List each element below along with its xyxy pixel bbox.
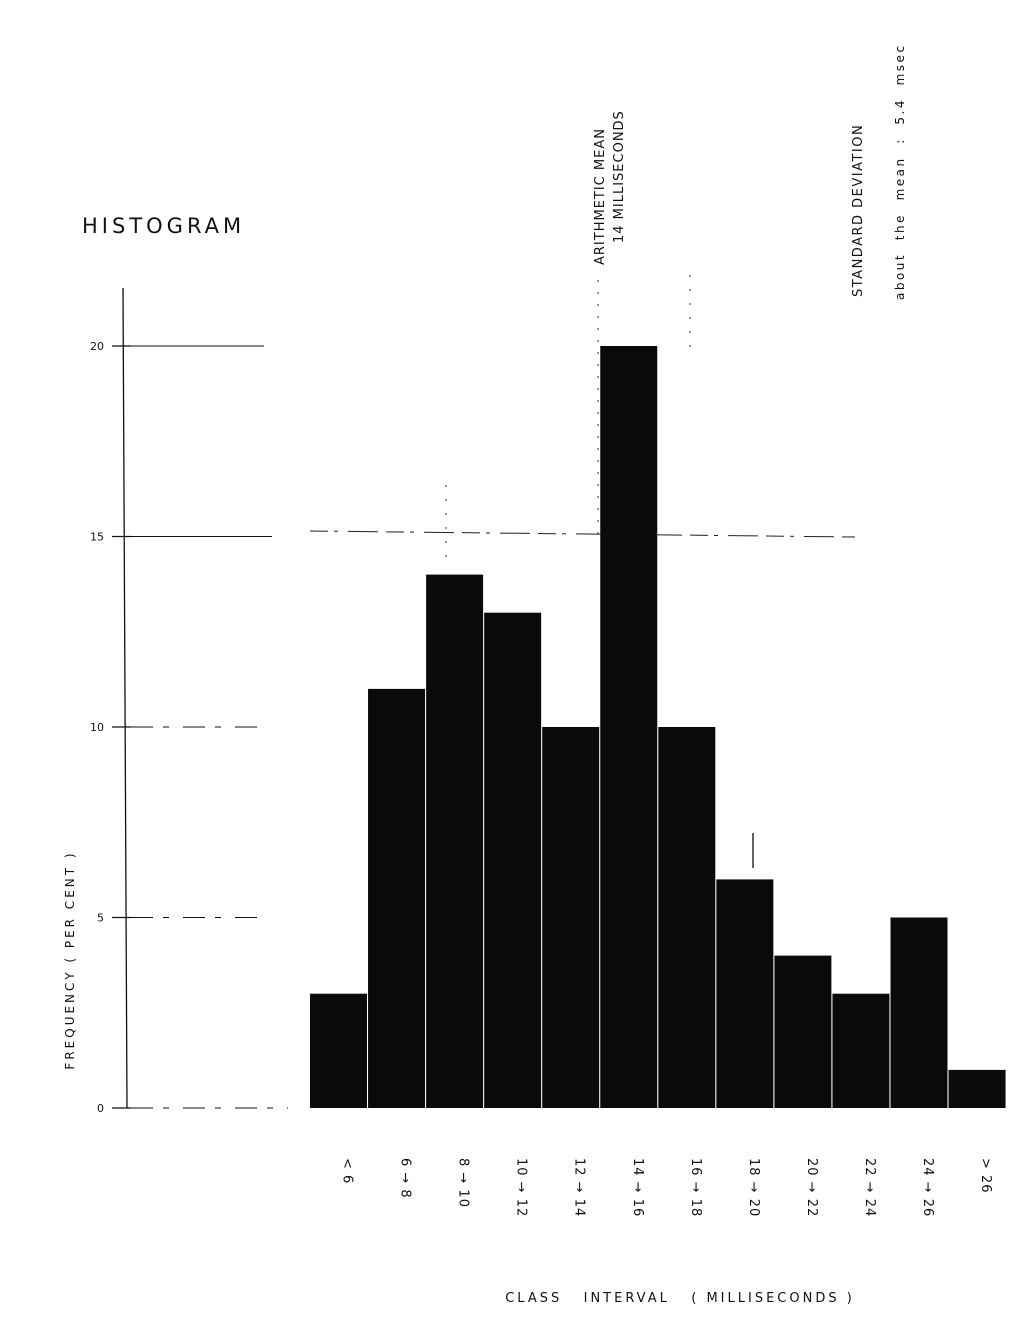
y-tick-label: 5 <box>97 912 104 925</box>
x-tick-label: 20 → 22 <box>804 1158 819 1217</box>
histogram-bar <box>484 612 542 1108</box>
x-tick-label: > 26 <box>978 1158 993 1194</box>
y-tick-label: 10 <box>90 721 104 734</box>
x-tick-labels: < 6 6 → 8 8 → 10 10 → 12 12 → 14 14 → 16 16 → … <box>340 1158 994 1217</box>
histogram-bar <box>310 993 367 1108</box>
histogram-bar <box>774 955 832 1108</box>
std-annotation: STANDARD DEVIATION about the mean : 5.4 … <box>851 43 907 300</box>
std-annotation-line2: about the mean : 5.4 msec <box>893 43 907 300</box>
y-axis-ticks: 0 5 10 15 20 <box>90 340 288 1115</box>
histogram-bar <box>658 727 716 1108</box>
mean-annotation: ARITHMETIC MEAN 14 MILLISECONDS <box>593 110 627 265</box>
x-tick-label: 24 → 26 <box>920 1158 935 1217</box>
histogram-bar <box>368 688 426 1108</box>
chart-title: HISTOGRAM <box>82 214 245 238</box>
y-axis-line <box>122 287 128 1109</box>
guide-line-15 <box>309 530 856 538</box>
y-tick-label: 15 <box>90 531 104 544</box>
x-tick-label: 16 → 18 <box>688 1158 703 1217</box>
std-annotation-line1: STANDARD DEVIATION <box>851 124 866 297</box>
x-tick-label: 8 → 10 <box>456 1158 471 1208</box>
x-tick-label: 14 → 16 <box>630 1158 645 1217</box>
histogram-bar <box>832 993 890 1108</box>
histogram-bar <box>890 917 948 1108</box>
x-tick-label: 10 → 12 <box>514 1158 529 1217</box>
x-tick-label: 12 → 14 <box>572 1158 587 1217</box>
y-tick-label: 0 <box>97 1102 104 1115</box>
x-axis-label: CLASS INTERVAL ( MILLISECONDS ) <box>505 1291 855 1306</box>
y-tick-label: 20 <box>90 340 104 353</box>
mean-annotation-line1: ARITHMETIC MEAN <box>593 128 608 265</box>
x-tick-label: 6 → 8 <box>398 1158 413 1199</box>
histogram-bar <box>716 879 774 1108</box>
x-tick-label: 18 → 20 <box>746 1158 761 1217</box>
x-tick-label: 22 → 24 <box>862 1158 877 1217</box>
bars-group <box>310 346 1006 1108</box>
histogram-bar <box>948 1069 1006 1108</box>
mean-annotation-line2: 14 MILLISECONDS <box>612 110 627 243</box>
histogram-bar <box>542 727 600 1108</box>
histogram-bar <box>426 574 484 1108</box>
x-tick-label: < 6 <box>340 1158 355 1184</box>
y-axis-label: FREQUENCY ( PER CENT ) <box>63 850 77 1069</box>
histogram-bar <box>600 346 658 1108</box>
